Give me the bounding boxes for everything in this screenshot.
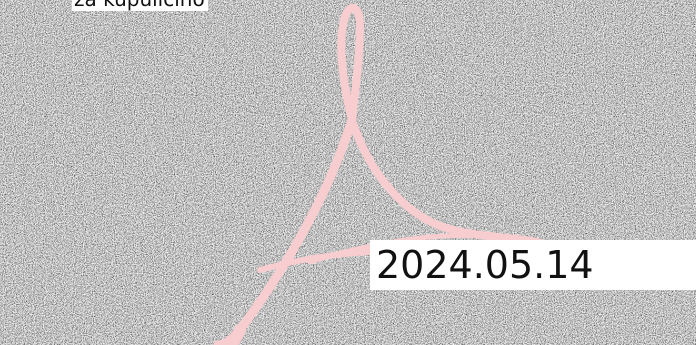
date-stamp-box: 2024.05.14 bbox=[370, 240, 696, 290]
date-stamp: 2024.05.14 bbox=[376, 243, 594, 287]
top-caption: za kupulicino bbox=[72, 0, 208, 11]
